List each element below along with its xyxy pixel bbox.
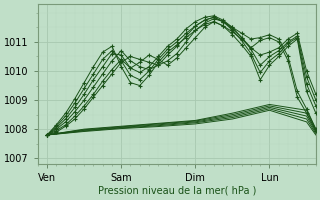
X-axis label: Pression niveau de la mer( hPa ): Pression niveau de la mer( hPa ) (98, 186, 256, 196)
